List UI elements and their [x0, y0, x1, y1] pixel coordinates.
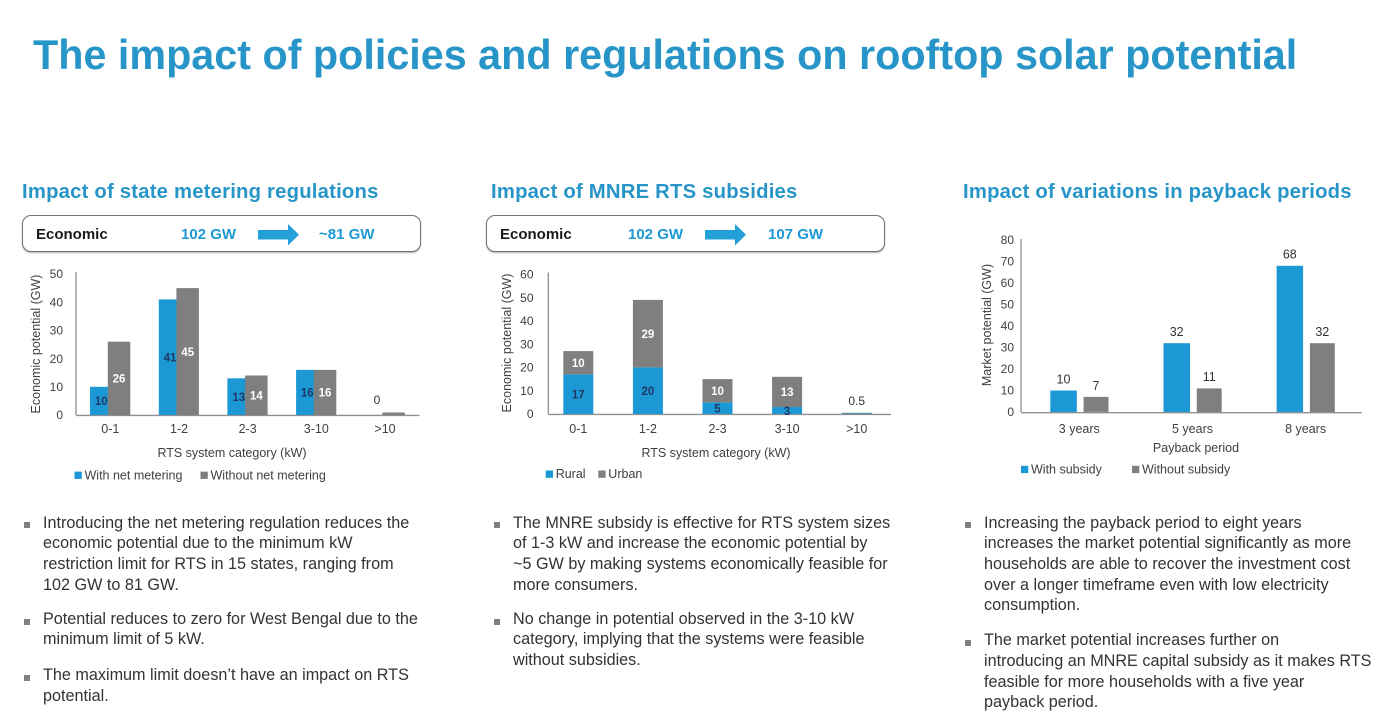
svg-text:0: 0 — [527, 407, 534, 421]
svg-text:5 years: 5 years — [1172, 422, 1213, 436]
svg-text:Without net metering: Without net metering — [211, 468, 326, 482]
svg-text:30: 30 — [50, 324, 64, 338]
svg-text:3: 3 — [784, 406, 790, 418]
svg-text:8 years: 8 years — [1285, 422, 1326, 436]
svg-text:40: 40 — [520, 314, 534, 328]
svg-text:41: 41 — [164, 353, 177, 365]
svg-text:80: 80 — [1001, 233, 1015, 247]
svg-text:5: 5 — [714, 404, 721, 416]
svg-text:Rural: Rural — [556, 467, 586, 481]
svg-text:40: 40 — [50, 295, 64, 309]
svg-text:14: 14 — [250, 391, 263, 403]
svg-text:2-3: 2-3 — [239, 422, 257, 436]
svg-text:68: 68 — [1283, 248, 1297, 262]
svg-text:10: 10 — [50, 380, 64, 394]
svg-text:29: 29 — [642, 329, 655, 341]
svg-text:10: 10 — [1057, 372, 1071, 386]
svg-text:10: 10 — [711, 386, 724, 398]
svg-text:2-3: 2-3 — [708, 422, 726, 436]
svg-text:40: 40 — [1001, 319, 1015, 333]
svg-text:Economic potential (GW): Economic potential (GW) — [500, 274, 514, 413]
svg-text:3-10: 3-10 — [304, 422, 329, 436]
svg-text:Without subsidy: Without subsidy — [1142, 463, 1231, 477]
svg-text:0.5: 0.5 — [848, 394, 865, 408]
svg-text:16: 16 — [319, 388, 332, 400]
svg-text:With net metering: With net metering — [85, 468, 183, 482]
svg-text:>10: >10 — [846, 422, 867, 436]
svg-text:20: 20 — [1001, 362, 1015, 376]
svg-text:50: 50 — [1001, 298, 1015, 312]
svg-text:10: 10 — [95, 396, 108, 408]
svg-text:RTS system category (kW): RTS system category (kW) — [157, 446, 306, 460]
svg-text:With subsidy: With subsidy — [1031, 463, 1103, 477]
svg-text:32: 32 — [1170, 325, 1184, 339]
svg-text:Market potential (GW): Market potential (GW) — [980, 264, 994, 386]
svg-text:50: 50 — [50, 267, 64, 281]
svg-text:11: 11 — [1203, 370, 1216, 384]
svg-text:60: 60 — [520, 268, 534, 282]
svg-text:10: 10 — [520, 384, 534, 398]
svg-text:13: 13 — [781, 387, 794, 399]
svg-text:16: 16 — [301, 388, 314, 400]
svg-text:0-1: 0-1 — [569, 422, 587, 436]
svg-text:Payback period: Payback period — [1153, 441, 1239, 455]
svg-text:0: 0 — [1007, 405, 1014, 419]
svg-text:0: 0 — [374, 393, 381, 407]
svg-text:>10: >10 — [374, 422, 395, 436]
svg-text:0-1: 0-1 — [101, 422, 119, 436]
svg-text:1-2: 1-2 — [170, 422, 188, 436]
svg-text:10: 10 — [1001, 384, 1015, 398]
svg-text:0: 0 — [56, 408, 63, 422]
svg-text:13: 13 — [232, 392, 245, 404]
svg-text:17: 17 — [572, 390, 585, 402]
svg-text:26: 26 — [113, 374, 126, 386]
svg-text:Economic potential (GW): Economic potential (GW) — [29, 275, 43, 414]
svg-text:20: 20 — [520, 361, 534, 375]
svg-text:32: 32 — [1315, 325, 1329, 339]
svg-text:20: 20 — [642, 386, 655, 398]
svg-text:70: 70 — [1001, 255, 1015, 269]
svg-text:3 years: 3 years — [1059, 422, 1100, 436]
svg-text:30: 30 — [520, 337, 534, 351]
svg-text:Urban: Urban — [608, 467, 642, 481]
svg-text:50: 50 — [520, 291, 534, 305]
svg-text:30: 30 — [1001, 341, 1015, 355]
svg-text:7: 7 — [1093, 379, 1100, 393]
svg-text:45: 45 — [181, 347, 194, 359]
svg-text:3-10: 3-10 — [775, 422, 800, 436]
svg-text:RTS system category (kW): RTS system category (kW) — [641, 446, 790, 460]
svg-text:10: 10 — [572, 358, 585, 370]
svg-text:20: 20 — [50, 352, 64, 366]
svg-text:60: 60 — [1001, 276, 1015, 290]
svg-text:1-2: 1-2 — [639, 422, 657, 436]
